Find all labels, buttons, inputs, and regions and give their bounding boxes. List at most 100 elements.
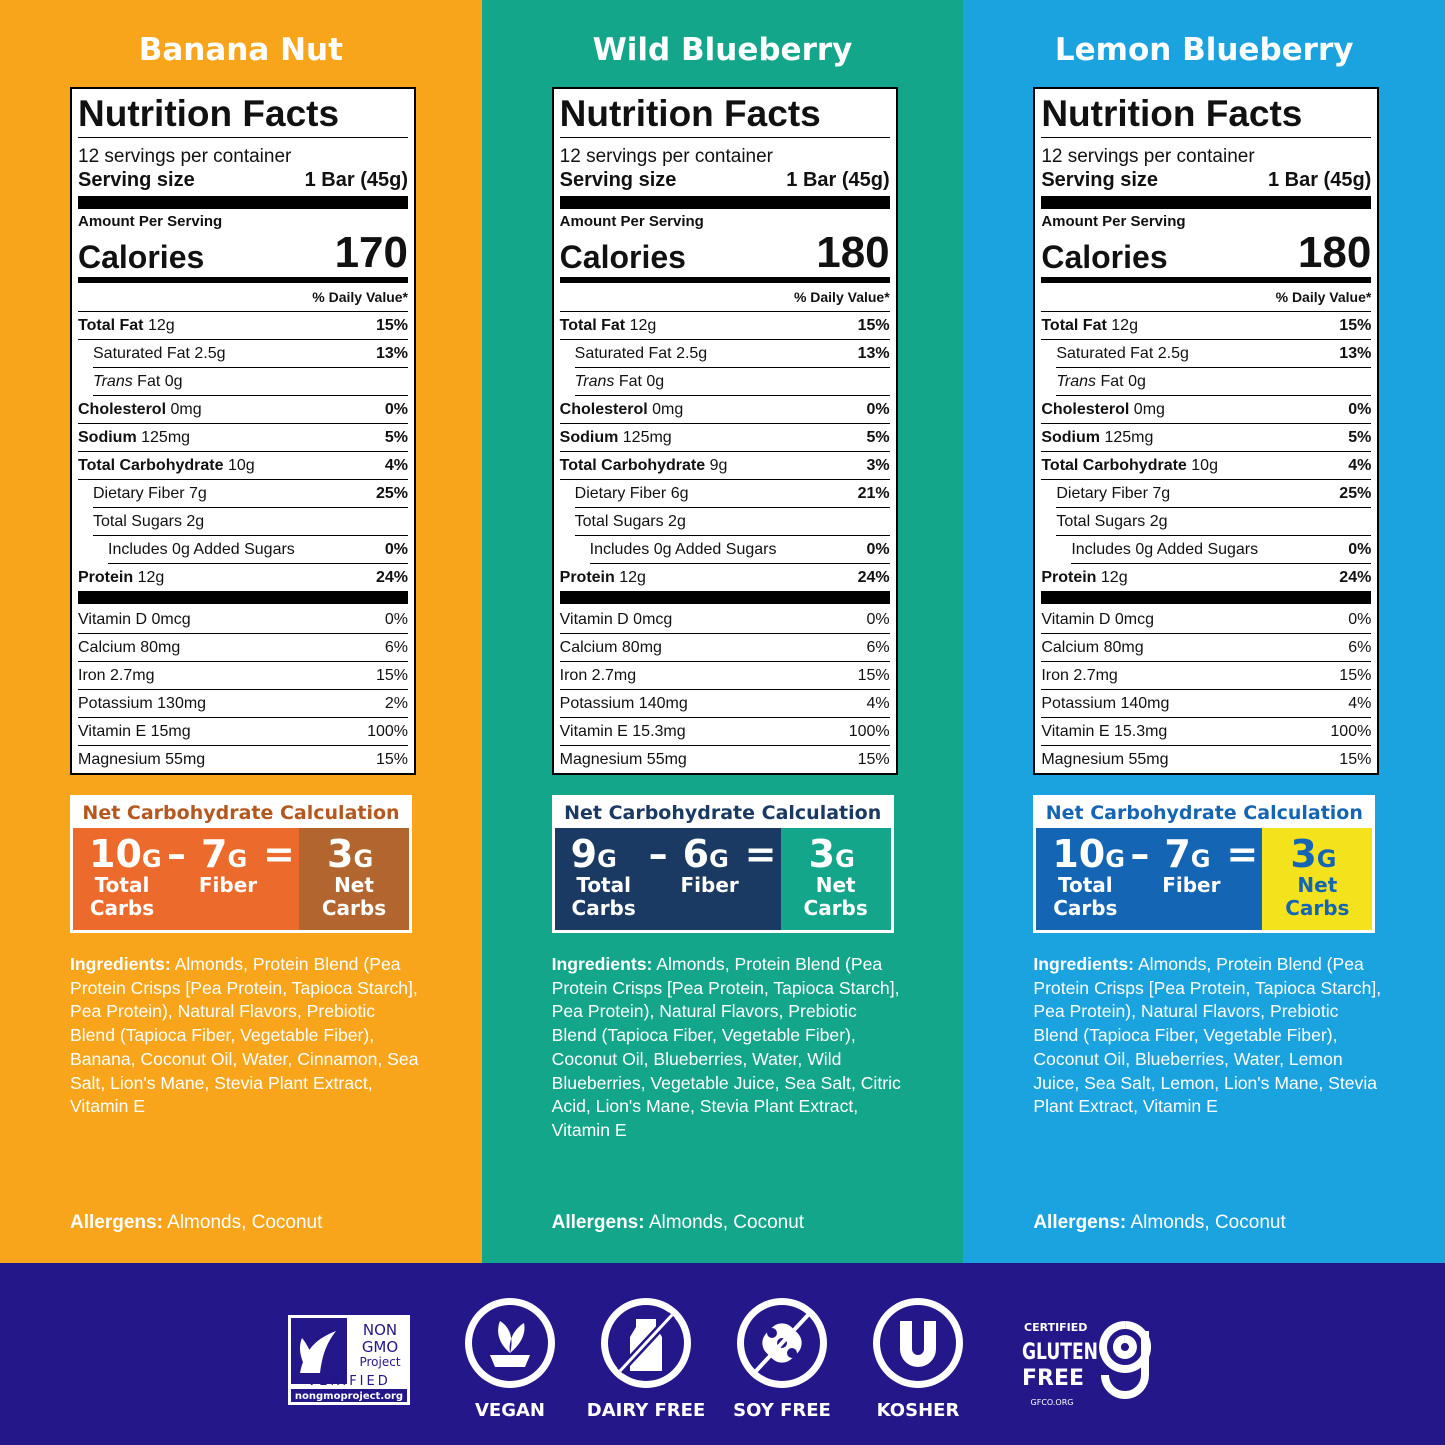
ingredients-text: Almonds, Protein Blend (Pea Protein Cris…	[551, 954, 901, 1140]
vitamin-row: Vitamin E 15.3mg 100%	[1041, 718, 1372, 746]
nutrient-label-italic: Trans	[574, 373, 615, 390]
vitamin-dv: 15%	[857, 667, 890, 684]
dairy-free-badge: DAIRY FREE	[587, 1298, 706, 1421]
servings: 12 servings per container	[559, 146, 773, 167]
nutrient-name: Total Sugars 2g	[93, 508, 204, 535]
vitamin-dv: 0%	[866, 611, 890, 628]
vitamin-label: Potassium 130mg	[78, 695, 207, 712]
ingredients: Ingredients: Almonds, Protein Blend (Pea…	[1033, 953, 1385, 1119]
vitamin-row: Magnesium 55mg 15%	[1041, 746, 1371, 773]
nutrient-label-italic: Trans	[93, 373, 133, 390]
nutrient-row: Includes 0g Added Sugars 0%	[1071, 536, 1372, 564]
calories-label: Calories	[78, 239, 205, 275]
nutrient-dv: 13%	[1339, 345, 1372, 362]
nutrient-label: Sodium	[1041, 429, 1100, 446]
nutrient-name: Total Carbohydrate 10g	[1041, 452, 1218, 479]
nutrient-name: Trans Fat 0g	[93, 368, 183, 395]
nutrient-label: Protein	[1041, 569, 1097, 586]
nutrient-name: Sodium 125mg	[560, 424, 672, 451]
vitamin-row: Vitamin E 15.3mg 100%	[559, 718, 890, 746]
nutrient-row: Saturated Fat 2.5g 13%	[574, 340, 890, 368]
serving-size: Serving size 1 Bar (45g)	[1041, 168, 1371, 192]
carb-label: Net Carbs	[803, 873, 868, 920]
vitamin-label: Iron 2.7mg	[1041, 667, 1118, 684]
nutrient-row: Cholesterol 0mg 0%	[78, 396, 408, 424]
net-carb-left: 10G –7G = Total Carbs Fiber	[1036, 828, 1263, 930]
badge-text: GFCO.ORG	[1031, 1398, 1074, 1407]
serving-size-value: 1 Bar (45g)	[1267, 169, 1372, 191]
carb-operator: =	[263, 832, 295, 876]
nutrient-name: Total Sugars 2g	[575, 508, 686, 535]
vitamin-row: Magnesium 55mg 15%	[78, 746, 408, 773]
nutrient-dv: 24%	[375, 569, 408, 586]
panel-title: Nutrition Facts	[1041, 89, 1372, 138]
serving-size-label: Serving size	[1041, 169, 1159, 191]
nutrient-row: Total Fat 12g 15%	[1041, 312, 1372, 340]
allergens: Allergens: Almonds, Coconut	[70, 1212, 322, 1234]
vitamin-row: Vitamin D 0mcg 0%	[78, 606, 408, 634]
nutrient-row: Sodium 125mg 5%	[78, 424, 408, 452]
divider	[559, 591, 890, 604]
badge-label: SOY FREE	[733, 1400, 831, 1421]
nutrient-label: Fat	[1100, 373, 1124, 390]
nutrient-amount: 0g	[164, 373, 183, 390]
panel-title: Nutrition Facts	[559, 89, 890, 138]
nutrient-amount: 6g	[670, 485, 689, 502]
nutrient-label: Saturated Fat	[1056, 345, 1154, 362]
nutrient-name: Includes 0g Added Sugars	[590, 536, 777, 563]
nutrient-label: Total Carbohydrate	[1041, 457, 1187, 474]
nutrient-row: Total Sugars 2g	[1056, 508, 1372, 536]
carb-unit: G	[1316, 845, 1337, 873]
product-name: Wild Blueberry	[592, 32, 853, 68]
vitamin-label: Magnesium 55mg	[78, 751, 206, 768]
nutrient-dv: 13%	[857, 345, 890, 362]
nutrient-amount: 2.5g	[1157, 345, 1189, 362]
nutrient-dv: 4%	[1348, 457, 1372, 474]
nutrient-dv: 25%	[1339, 485, 1372, 502]
nutrient-amount: 2.5g	[194, 345, 226, 362]
nutrient-dv: 24%	[1339, 569, 1372, 586]
vitamin-row: Magnesium 55mg 15%	[560, 746, 890, 773]
divider	[1041, 196, 1372, 209]
servings: 12 servings per container	[1041, 146, 1255, 167]
allergens-text: Almonds, Coconut	[648, 1212, 805, 1233]
vitamin-row: Vitamin E 15mg 100%	[78, 718, 408, 746]
vitamin-dv: 15%	[1339, 751, 1372, 768]
nutrient-name: Total Carbohydrate 10g	[78, 452, 255, 479]
vitamin-row: Iron 2.7mg 15%	[78, 662, 408, 690]
badge-text: nongmoproject.org	[295, 1391, 403, 1402]
nutrient-dv: 15%	[857, 317, 890, 334]
calories-value: 170	[334, 228, 408, 277]
serving-size-label: Serving size	[78, 169, 195, 191]
nutrient-amount: 125mg	[622, 429, 672, 446]
vitamin-dv: 0%	[384, 611, 408, 628]
nutrient-label: Total Fat	[1041, 317, 1107, 334]
nutrient-row: Dietary Fiber 6g 21%	[574, 480, 890, 508]
nutrient-name: Trans Fat 0g	[575, 368, 665, 395]
badge-label: DAIRY FREE	[587, 1400, 706, 1421]
vitamin-row: Potassium 140mg 4%	[559, 690, 890, 718]
nutrient-dv: 0%	[866, 541, 890, 558]
vitamin-label: Vitamin D 0mcg	[1041, 611, 1154, 628]
carb-operator: –	[167, 832, 186, 876]
nutrient-row: Cholesterol 0mg 0%	[1041, 396, 1372, 424]
nutrient-amount: 7g	[189, 485, 207, 502]
nutrient-row: Total Fat 12g 15%	[559, 312, 890, 340]
net-carb-box: Net Carbohydrate Calculation 10G –7G = Total…	[1033, 795, 1376, 933]
carb-value: 3	[1290, 832, 1317, 876]
nutrient-label: Total Sugars	[574, 513, 664, 530]
calories: Calories 180	[559, 229, 890, 283]
carb-unit: G	[835, 845, 855, 873]
vitamin-label: Vitamin E 15mg	[78, 723, 191, 740]
nutrition-panel: Nutrition Facts 12 servings per container…	[551, 87, 898, 775]
vitamin-dv: 15%	[1339, 667, 1372, 684]
net-carb-title: Net Carbohydrate Calculation	[82, 802, 400, 824]
vitamin-dv: 6%	[866, 639, 890, 656]
vitamin-dv: 6%	[384, 639, 408, 656]
divider	[559, 196, 890, 209]
product-column: Banana Nut Nutrition Facts 12 servings per…	[0, 0, 482, 1263]
vitamin-label: Vitamin D 0mcg	[78, 611, 191, 628]
nutrient-dv: 15%	[375, 317, 408, 334]
nutrient-name: Protein 12g	[1041, 564, 1127, 591]
vitamin-label: Potassium 140mg	[559, 695, 688, 712]
